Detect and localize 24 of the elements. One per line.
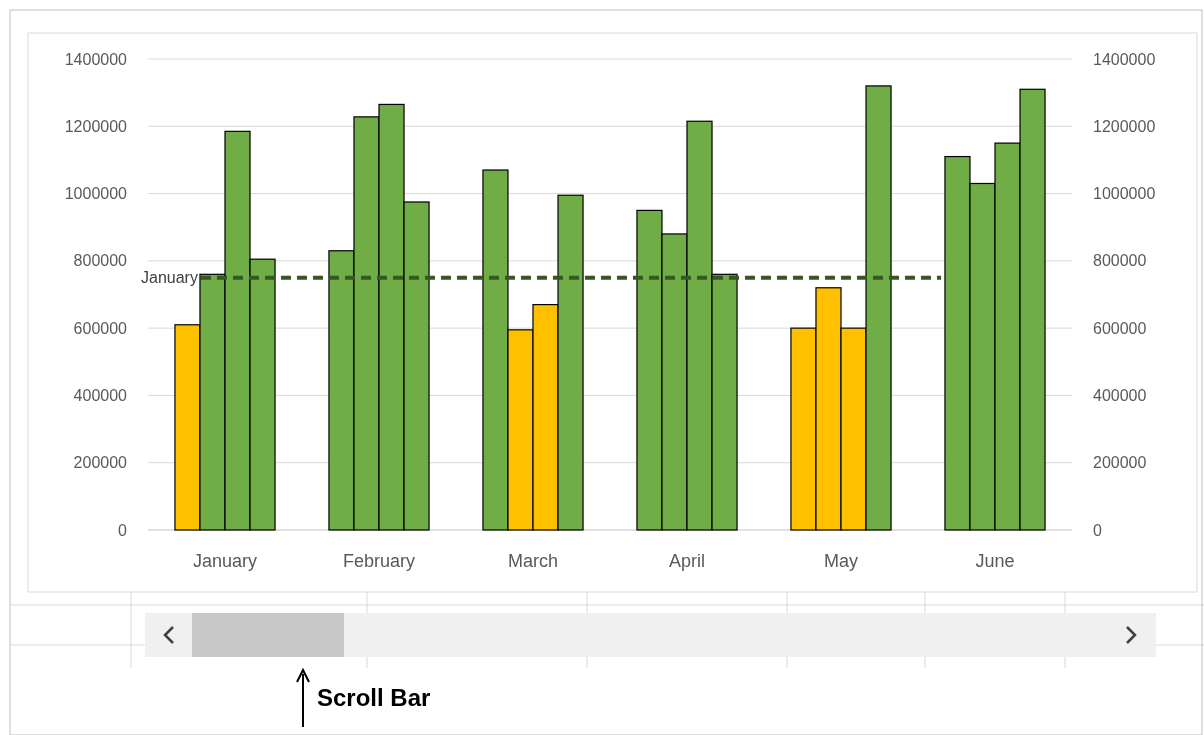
y-tick-label: 1400000 <box>64 50 128 68</box>
y2-tick-label: 400000 <box>1093 387 1147 405</box>
y2-tick-label: 1000000 <box>1093 185 1156 203</box>
y-tick-label: 400000 <box>73 387 128 405</box>
y2-tick-label: 600000 <box>1093 319 1147 337</box>
text: Scroll Bar <box>317 684 431 712</box>
ref-line-label: January <box>141 269 198 287</box>
x-tick-label: March <box>507 551 559 572</box>
y2-tick-label: 1200000 <box>1093 117 1156 135</box>
x-tick-label: January <box>192 551 258 572</box>
y-tick-label: 600000 <box>73 319 128 337</box>
y-tick-label: 1000000 <box>64 185 128 203</box>
y2-tick-label: 200000 <box>1093 454 1147 472</box>
x-tick-label: May <box>823 551 859 572</box>
x-tick-label: June <box>975 551 1015 572</box>
x-tick-label: February <box>342 551 416 572</box>
y2-tick-label: 1400000 <box>1093 50 1156 68</box>
y-tick-label: 0 <box>118 521 128 539</box>
y2-tick-label: 0 <box>1093 521 1102 539</box>
y-tick-label: 200000 <box>73 454 128 472</box>
y-tick-label: 1200000 <box>64 117 128 135</box>
x-tick-label: April <box>668 551 706 572</box>
y-tick-label: 800000 <box>73 252 128 270</box>
y2-tick-label: 800000 <box>1093 252 1147 270</box>
